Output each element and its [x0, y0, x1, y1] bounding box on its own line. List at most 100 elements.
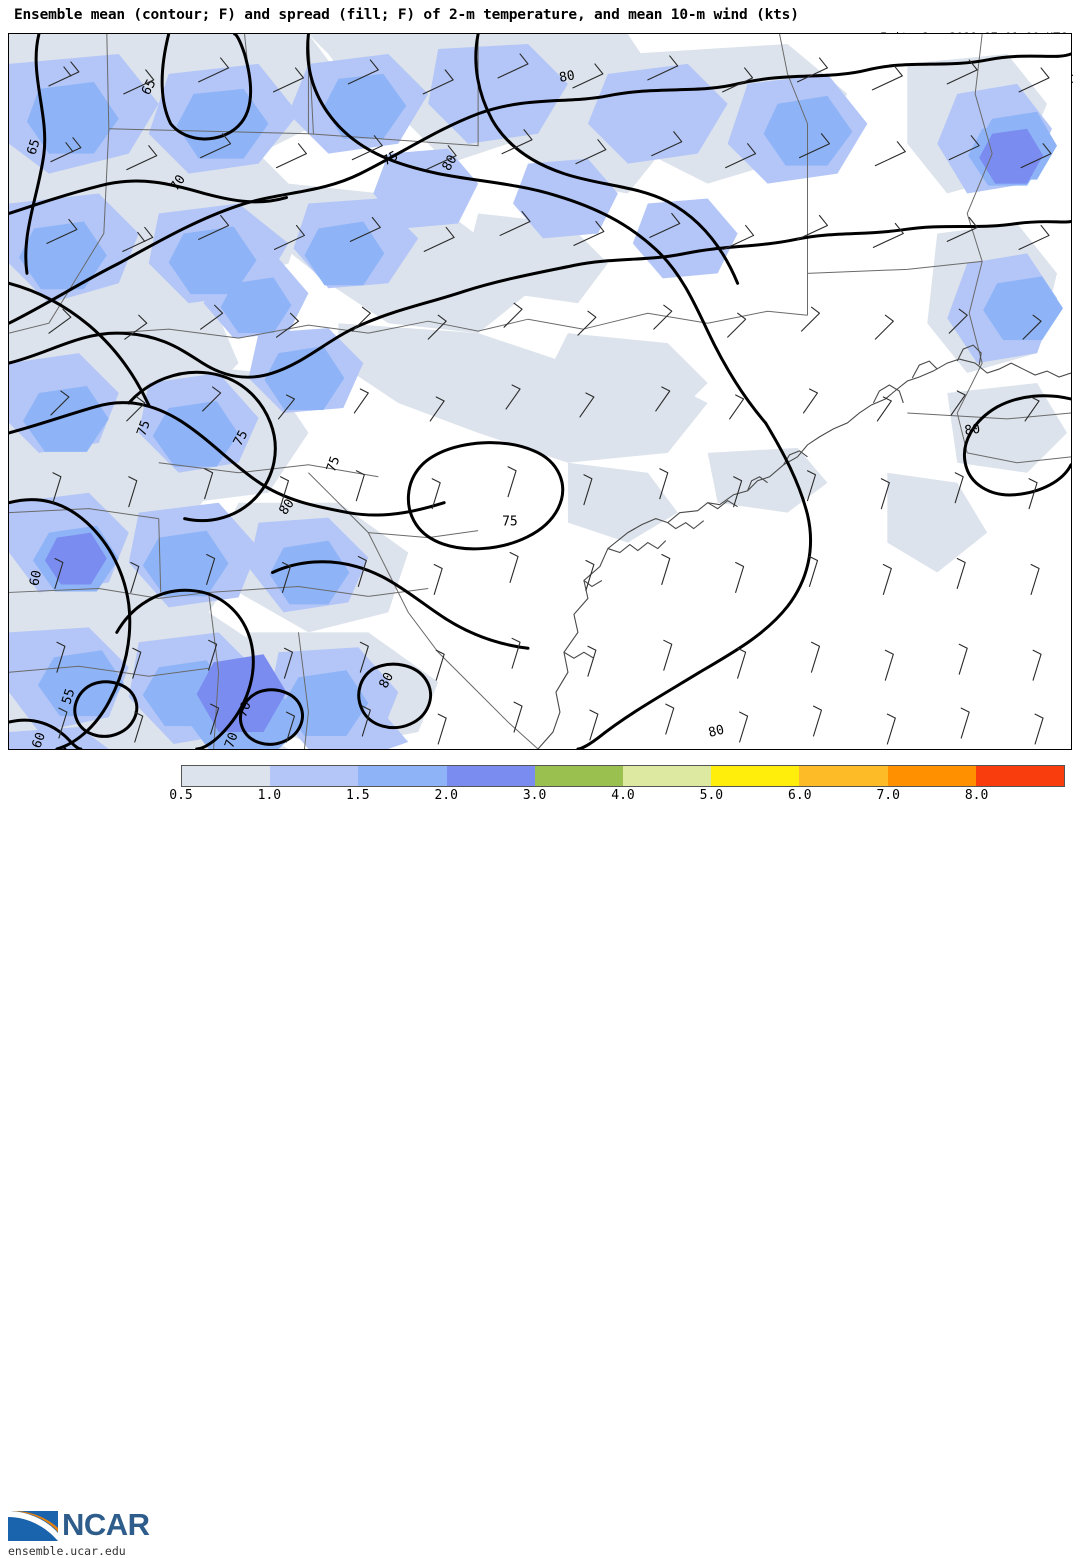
wind-barb: [802, 388, 819, 414]
wind-barb: [1020, 143, 1052, 169]
wind-barb: [124, 314, 148, 340]
wind-barb: [433, 563, 443, 595]
wind-barb: [200, 133, 232, 159]
spread-fill-layer: [9, 34, 1068, 749]
wind-barb: [884, 649, 894, 681]
contour-label: 80: [440, 153, 461, 174]
contour-label: 75: [231, 428, 252, 449]
wind-barb: [48, 308, 72, 334]
wind-barb: [649, 212, 681, 238]
wind-barb: [958, 643, 968, 675]
wind-barb: [727, 312, 747, 338]
wind-barb: [198, 57, 230, 83]
wind-barb: [737, 647, 747, 679]
colorbar-tick-label: 8.0: [964, 788, 989, 803]
svg-text:65: 65: [139, 77, 160, 98]
map-canvas[interactable]: 65 65 70 75 80 80 75 75 75 80 75 80 60 5…: [8, 33, 1072, 750]
wind-barb: [123, 69, 155, 95]
wind-barb: [577, 310, 597, 336]
wind-barb: [1018, 224, 1050, 250]
wind-barb: [423, 226, 455, 252]
wind-barb: [1034, 713, 1044, 745]
wind-barb: [872, 222, 904, 248]
wind-barb: [501, 129, 533, 155]
wind-barb: [886, 713, 896, 745]
wind-barb: [56, 641, 66, 673]
wind-barb: [429, 396, 445, 422]
wind-barb: [210, 703, 220, 735]
colorbar-tick-label: 2.0: [434, 788, 458, 803]
ncar-url: ensemble.ucar.edu: [8, 1544, 126, 1558]
wind-barb: [128, 476, 138, 508]
wind-barb: [54, 557, 64, 589]
colorbar-segment: [270, 766, 359, 786]
colorbar[interactable]: [181, 765, 1065, 787]
wind-barb: [573, 220, 605, 246]
wind-barb: [1032, 649, 1042, 681]
wind-barb: [800, 306, 821, 332]
contour-label: 60: [27, 569, 45, 587]
wind-barb: [283, 647, 294, 679]
svg-text:75: 75: [380, 149, 401, 170]
contour-label: 75: [324, 454, 343, 474]
ncar-logo[interactable]: NCAR ensemble.ucar.edu: [6, 1507, 176, 1558]
wind-barb: [507, 466, 517, 498]
wind-barb: [1018, 67, 1050, 93]
wind-barb: [58, 707, 68, 739]
wind-barb: [277, 394, 296, 420]
wind-barb: [126, 396, 146, 422]
wind-barb: [208, 639, 218, 671]
wind-barb: [427, 314, 447, 340]
footer-bar: NCAR ensemble.ucar.edu 0.5 1.0 1.5 2.0 3.0 4.…: [0, 752, 1080, 1558]
wind-barb: [876, 396, 892, 422]
wind-barb: [422, 69, 454, 95]
wind-barb: [587, 645, 597, 677]
wind-barb: [948, 135, 980, 161]
svg-text:65: 65: [24, 137, 43, 156]
wind-barb: [285, 711, 296, 743]
wind-barb: [359, 641, 369, 673]
ncar-logo-mark: [8, 1511, 58, 1541]
wind-barb: [1024, 396, 1040, 422]
wind-barb: [50, 137, 82, 163]
wind-barb: [281, 561, 292, 593]
wind-barb: [796, 214, 829, 240]
wind-barb: [50, 390, 70, 416]
wind-barb: [431, 478, 441, 510]
wind-barb: [353, 388, 369, 414]
wind-barb: [355, 470, 365, 502]
wind-barb: [946, 59, 978, 85]
wind-barb: [52, 472, 62, 504]
contour-label: 75: [134, 418, 153, 438]
contour-label: 70: [222, 731, 241, 749]
colorbar-segment: [182, 766, 271, 786]
wind-barb: [437, 713, 447, 745]
colorbar-tick-label: 0.5: [169, 788, 193, 803]
colorbar-tick-labels: 0.5 1.0 1.5 2.0 3.0 4.0 5.0 6.0 7.0 8.0: [169, 788, 1065, 806]
wind-barb: [796, 57, 829, 83]
contour-label: 55: [59, 687, 78, 706]
colorbar-tick-label: 3.0: [522, 788, 547, 803]
wind-barb: [733, 476, 743, 508]
wind-barb: [198, 214, 230, 240]
wind-barb: [663, 639, 673, 671]
wind-barb: [647, 55, 679, 81]
wind-barb: [513, 701, 523, 733]
svg-text:70: 70: [222, 731, 241, 749]
wind-barb: [1030, 563, 1040, 595]
wind-barb-layer: [46, 53, 1052, 745]
wind-barb: [810, 641, 821, 673]
svg-text:55: 55: [59, 687, 78, 706]
wind-barb: [808, 555, 819, 588]
contour-label: 70: [235, 700, 254, 720]
coastline-layer: [537, 344, 1071, 749]
header-bar: Ensemble mean (contour; F) and spread (f…: [0, 0, 1080, 86]
contour-label: 75: [380, 149, 401, 170]
wind-barb: [871, 65, 903, 91]
wind-barb: [509, 552, 519, 584]
svg-text:80: 80: [964, 422, 982, 439]
wind-barb: [572, 63, 604, 89]
political-boundaries-layer: [9, 34, 1071, 749]
wind-barb: [275, 312, 300, 338]
